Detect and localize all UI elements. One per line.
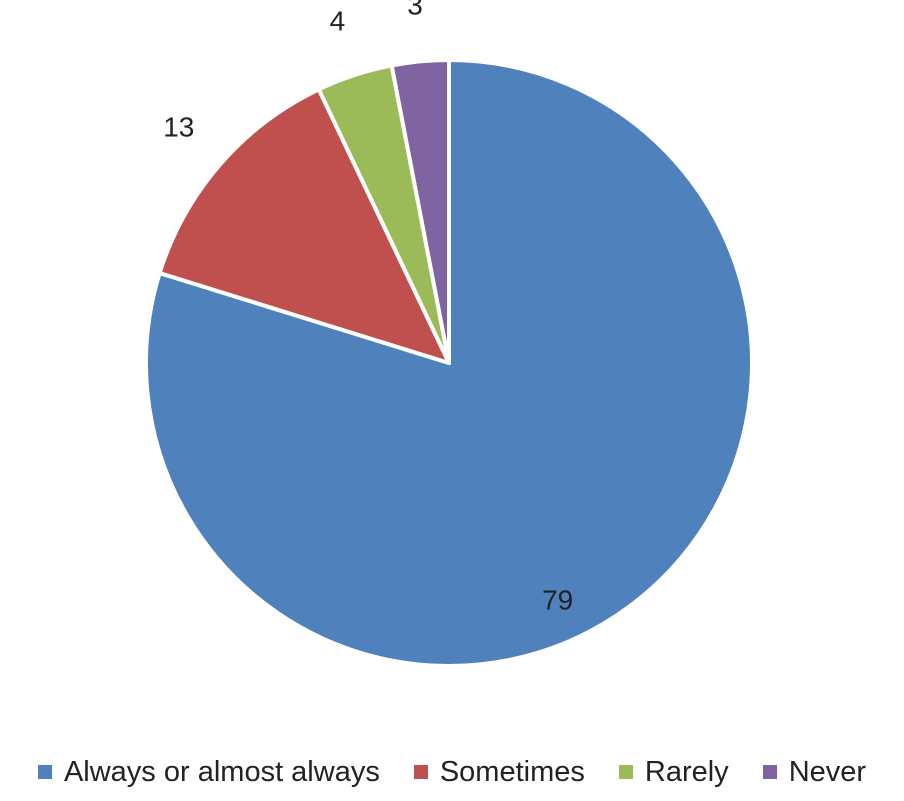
data-label-sometimes: 13 xyxy=(163,111,194,142)
legend-swatch-always xyxy=(37,765,52,779)
pie-slice-never xyxy=(389,58,451,365)
legend-swatch-sometimes xyxy=(413,765,428,779)
pie-slices xyxy=(144,58,754,668)
data-label-always: 79 xyxy=(542,585,573,616)
legend: Always or almost always Sometimes Rarely… xyxy=(0,752,904,792)
legend-label-never: Never xyxy=(788,755,867,788)
legend-item-rarely: Rarely xyxy=(618,755,729,789)
legend-item-always: Always or almost always xyxy=(37,755,380,789)
legend-item-never: Never xyxy=(762,755,867,789)
legend-swatch-rarely xyxy=(618,765,633,779)
data-label-rarely: 4 xyxy=(330,6,346,37)
data-labels: 79 13 4 3 xyxy=(163,0,573,616)
legend-item-sometimes: Sometimes xyxy=(413,755,585,789)
pie-slice-sometimes xyxy=(157,87,451,365)
legend-swatch-never xyxy=(762,765,777,779)
legend-label-rarely: Rarely xyxy=(644,755,729,788)
legend-label-sometimes: Sometimes xyxy=(439,755,585,788)
data-label-never: 3 xyxy=(407,0,423,20)
legend-label-always: Always or almost always xyxy=(63,755,380,788)
